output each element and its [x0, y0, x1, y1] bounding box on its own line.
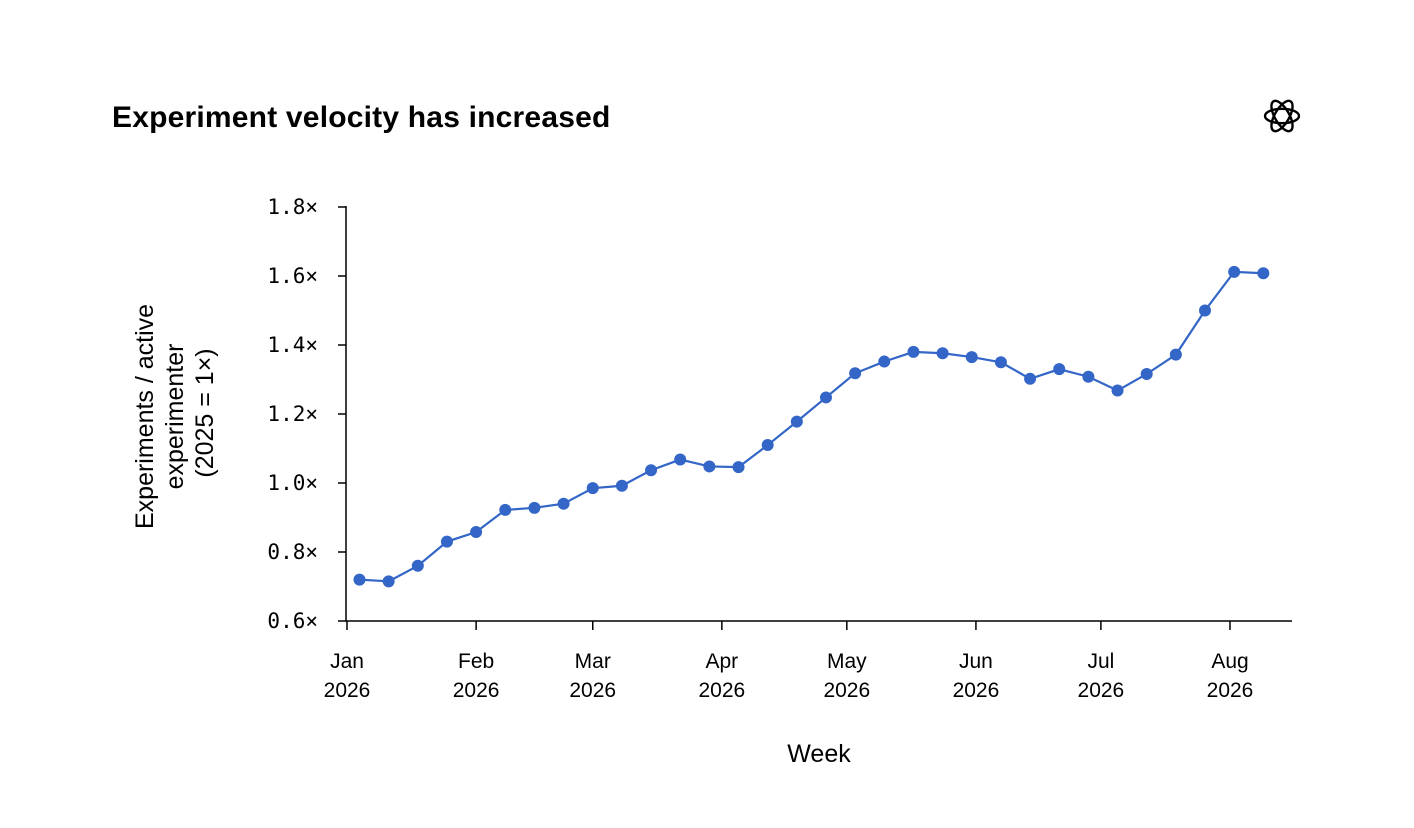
y-tick-label: 1.4×: [267, 333, 318, 357]
data-point: [703, 460, 716, 473]
data-point: [1169, 348, 1182, 361]
x-tick-year: 2026: [953, 679, 1000, 702]
data-point: [411, 559, 424, 572]
x-tick-label: Apr 2026: [698, 650, 745, 702]
x-tick-month: Feb: [458, 650, 494, 673]
data-point: [994, 356, 1007, 369]
x-axis: Jan 2026 Feb 2026 Mar 2026 Apr 2026 May 2026 Jun 20…: [324, 620, 1292, 702]
data-point: [1199, 304, 1212, 317]
data-point: [645, 464, 658, 477]
data-point: [1082, 370, 1095, 383]
x-tick-label: Jan 2026: [324, 650, 371, 702]
x-tick-month: Jun: [959, 650, 993, 673]
data-point: [615, 479, 628, 492]
x-tick-label: Jul 2026: [1078, 650, 1125, 702]
data-point: [1228, 265, 1241, 278]
data-point: [1024, 372, 1037, 385]
x-tick-month: May: [827, 650, 867, 673]
data-point: [470, 525, 483, 538]
x-tick-year: 2026: [453, 679, 500, 702]
series-group: [353, 265, 1270, 588]
data-point: [965, 351, 978, 364]
y-tick-label: 1.0×: [267, 471, 318, 495]
x-tick-year: 2026: [1078, 679, 1125, 702]
x-tick-year: 2026: [569, 679, 616, 702]
y-tick-label: 1.6×: [267, 264, 318, 288]
x-tick-year: 2026: [698, 679, 745, 702]
data-point: [557, 497, 570, 510]
y-axis-title-line-2: experimenter: [161, 344, 189, 490]
y-tick-label: 0.8×: [267, 540, 318, 564]
y-tick-label: 1.8×: [267, 195, 318, 219]
data-point: [732, 461, 745, 474]
chart-title: Experiment velocity has increased: [112, 101, 611, 134]
data-point: [819, 391, 832, 404]
x-axis-title: Week: [787, 740, 851, 768]
y-axis-title-line-3: (2025 = 1×): [191, 348, 219, 477]
y-axis-title: Experiments / active experimenter (2025 …: [131, 297, 219, 529]
data-point: [440, 535, 453, 548]
series-line: [359, 270, 1264, 583]
x-tick-month: Jan: [330, 650, 364, 673]
x-tick-label: May 2026: [823, 650, 870, 702]
data-point: [674, 453, 687, 466]
data-point: [790, 415, 803, 428]
x-tick-label: Feb 2026: [453, 650, 500, 702]
y-tick-label: 0.6×: [267, 609, 318, 633]
x-tick-month: Aug: [1211, 650, 1248, 673]
x-tick-year: 2026: [324, 679, 371, 702]
data-point: [761, 439, 774, 452]
data-point: [1053, 363, 1066, 376]
y-axis-title-line-1: Experiments / active: [131, 304, 159, 529]
data-point: [907, 345, 920, 358]
openai-logo-icon: [1263, 99, 1301, 133]
x-tick-month: Jul: [1087, 650, 1114, 673]
data-point: [849, 367, 862, 380]
data-point: [382, 575, 395, 588]
x-tick-label: Aug 2026: [1207, 650, 1254, 702]
data-point: [1111, 384, 1124, 397]
data-point: [936, 347, 949, 360]
x-tick-label: Jun 2026: [953, 650, 1000, 702]
data-point: [528, 501, 541, 514]
data-point: [1140, 367, 1153, 380]
data-point: [586, 482, 599, 495]
data-point: [353, 573, 366, 586]
y-axis: 0.6× 0.8× 1.0× 1.2× 1.4× 1.6× 1.8×: [267, 195, 347, 633]
y-tick-label: 1.2×: [267, 402, 318, 426]
x-tick-month: Apr: [706, 650, 739, 673]
x-tick-year: 2026: [1207, 679, 1254, 702]
data-point: [1257, 267, 1270, 280]
x-tick-month: Mar: [575, 650, 611, 673]
data-point: [878, 355, 891, 368]
x-tick-label: Mar 2026: [569, 650, 616, 702]
data-point: [499, 503, 512, 516]
x-tick-year: 2026: [823, 679, 870, 702]
